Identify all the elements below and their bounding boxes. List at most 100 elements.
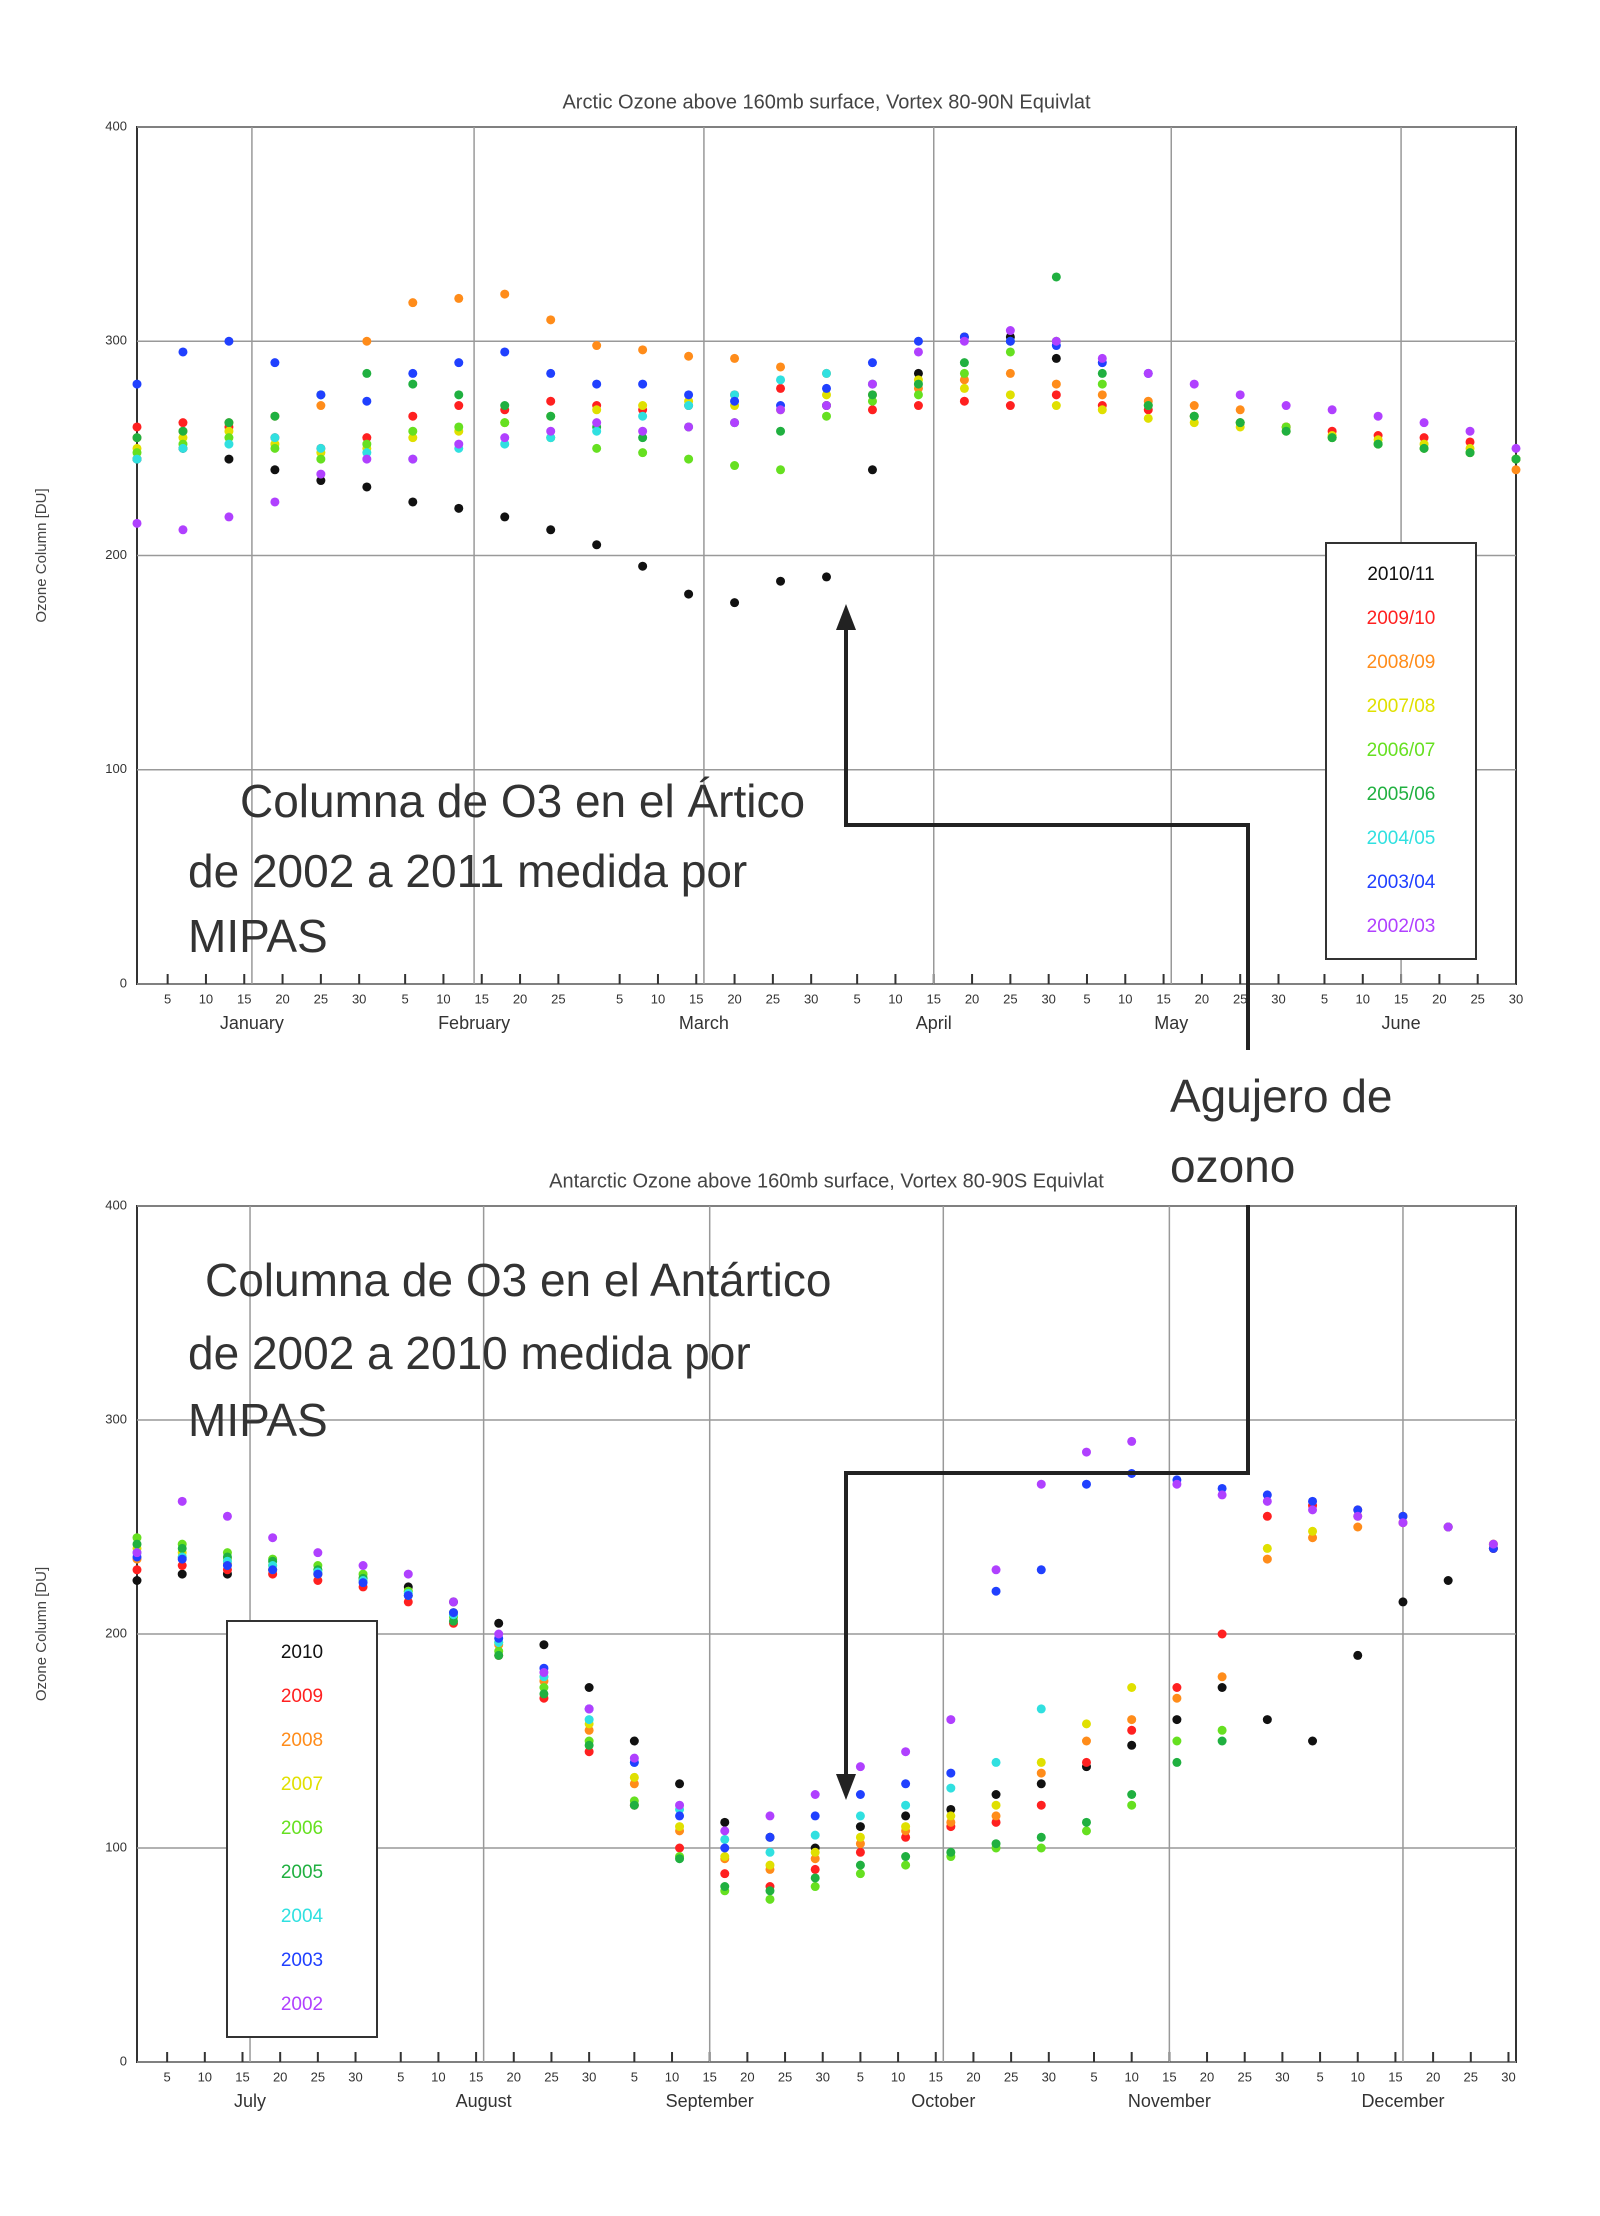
data-point — [765, 1860, 775, 1870]
x-tick-label: 25 — [778, 2069, 792, 2084]
data-point — [855, 1839, 865, 1849]
data-point — [810, 1790, 820, 1799]
y-tick-label: 200 — [105, 1625, 127, 1640]
chart: Arctic Ozone above 160mb surface, Vortex… — [33, 91, 1523, 1032]
data-point — [1127, 1740, 1137, 1750]
data-point — [1005, 401, 1015, 411]
data-point — [1443, 1522, 1453, 1532]
data-point — [316, 454, 326, 464]
data-point — [638, 433, 648, 443]
x-tick-label: 15 — [927, 991, 941, 1006]
data-point — [913, 379, 923, 389]
legend-label: 2005/06 — [1367, 784, 1436, 805]
data-point — [765, 1894, 775, 1904]
data-point — [1419, 433, 1429, 443]
charts: Arctic Ozone above 160mb surface, Vortex… — [33, 91, 1523, 2110]
legend-box — [1325, 542, 1477, 960]
data-point — [546, 411, 556, 421]
data-point — [959, 358, 969, 368]
x-tick-label: 10 — [651, 991, 665, 1006]
x-tick-label: 25 — [1470, 991, 1484, 1006]
data-point — [1465, 437, 1475, 447]
data-point — [454, 503, 464, 513]
data-point — [270, 497, 280, 507]
y-tick-label: 300 — [105, 333, 127, 348]
data-point — [316, 443, 326, 453]
data-point — [730, 461, 740, 471]
data-point — [776, 383, 786, 393]
month-label: July — [234, 2091, 266, 2111]
x-tick-label: 15 — [929, 2069, 943, 2084]
data-point — [1373, 411, 1383, 421]
x-tick-label: 5 — [854, 991, 861, 1006]
data-point — [810, 1830, 820, 1840]
data-point — [500, 289, 510, 299]
data-point — [270, 433, 280, 443]
x-tick-label: 20 — [1195, 991, 1209, 1006]
data-point — [629, 1772, 639, 1782]
data-point — [494, 1650, 504, 1660]
data-point — [855, 1822, 865, 1832]
data-point — [500, 439, 510, 449]
data-point — [222, 1511, 232, 1521]
x-tick-label: 15 — [689, 991, 703, 1006]
data-point — [720, 1882, 730, 1892]
x-tick-label: 30 — [348, 2069, 362, 2084]
x-tick-label: 25 — [766, 991, 780, 1006]
data-point — [913, 347, 923, 357]
data-point — [675, 1843, 685, 1853]
data-point — [539, 1668, 549, 1678]
data-point — [867, 405, 877, 415]
legend-label: 2007/08 — [1367, 696, 1436, 717]
x-tick-label: 5 — [857, 2069, 864, 2084]
data-point — [224, 512, 234, 522]
data-point — [178, 525, 188, 535]
annotation: de 2002 a 2011 medida por — [188, 845, 747, 897]
month-label: April — [916, 1013, 952, 1033]
data-point — [1036, 1779, 1046, 1789]
data-point — [1465, 426, 1475, 436]
month-label: February — [438, 1013, 510, 1033]
legend-label: 2004 — [281, 1906, 324, 1927]
data-point — [1189, 418, 1199, 428]
data-point — [1262, 1496, 1272, 1506]
data-point — [822, 390, 831, 400]
data-point — [901, 1800, 911, 1810]
data-point — [1511, 454, 1521, 464]
data-point — [901, 1747, 911, 1757]
data-point — [408, 433, 418, 443]
x-tick-label: 5 — [397, 2069, 404, 2084]
data-point — [638, 448, 648, 458]
data-point — [684, 401, 694, 411]
data-point — [316, 390, 326, 400]
x-tick-label: 5 — [616, 991, 623, 1006]
data-point — [1036, 1757, 1046, 1767]
data-point — [638, 561, 648, 571]
data-point — [224, 439, 234, 449]
data-point — [1143, 368, 1153, 378]
data-point — [1127, 1715, 1137, 1725]
data-point — [224, 433, 234, 443]
data-point — [1036, 1565, 1046, 1575]
x-tick-label: 20 — [727, 991, 741, 1006]
data-point — [539, 1683, 549, 1692]
x-tick-label: 30 — [1041, 991, 1055, 1006]
data-point — [1217, 1629, 1227, 1639]
data-point — [675, 1822, 685, 1832]
data-point — [454, 390, 464, 400]
data-point — [765, 1811, 775, 1821]
data-point — [1308, 1526, 1318, 1536]
data-point — [684, 454, 694, 464]
data-point — [855, 1869, 865, 1879]
data-point — [178, 426, 188, 436]
data-point — [959, 383, 969, 393]
data-point — [178, 347, 188, 357]
x-tick-label: 20 — [966, 2069, 980, 2084]
x-tick-label: 10 — [665, 2069, 679, 2084]
arrow-line — [844, 618, 1250, 1050]
data-point — [991, 1800, 1001, 1810]
x-tick-label: 10 — [891, 2069, 905, 2084]
data-point — [408, 368, 418, 378]
data-point — [1217, 1736, 1227, 1746]
data-point — [1172, 1479, 1182, 1489]
